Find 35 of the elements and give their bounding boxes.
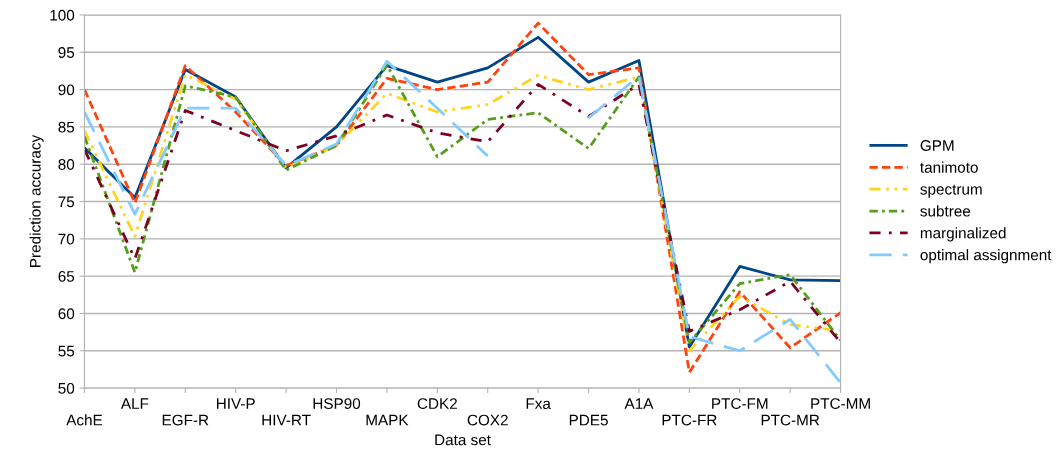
y-tick-label: 100	[50, 9, 75, 21]
x-tick-label: ALF	[120, 398, 149, 409]
x-tick-label: AchE	[66, 414, 103, 426]
x-tick-label: HIV-RT	[262, 414, 311, 426]
x-tick-label: HSP90	[313, 398, 361, 410]
x-tick-label: PTC-MR	[761, 414, 820, 426]
x-tick-label: PDE5	[569, 414, 608, 426]
x-tick-label: PTC-MM	[811, 398, 870, 410]
x-tick-label: HIV-P	[217, 398, 255, 409]
y-tick-label: 90	[58, 84, 75, 96]
legend-label: marginalized	[920, 227, 1006, 242]
y-tick-label: 85	[58, 121, 75, 133]
x-tick-label: MAPK	[366, 414, 409, 426]
y-tick-label: 55	[58, 345, 75, 357]
x-tick-label: PTC-FR	[662, 414, 717, 426]
legend-label: GPM	[920, 140, 954, 151]
x-tick-label: PTC-FM	[712, 398, 768, 410]
y-tick-label: 70	[58, 233, 75, 245]
y-tick-label: 80	[58, 159, 75, 170]
y-tick-label: 75	[58, 196, 75, 208]
x-tick-label: Fxa	[526, 398, 551, 410]
y-tick-label: 95	[58, 47, 75, 58]
legend-label: optimal assignment	[920, 249, 1052, 264]
legend-label: subtree	[920, 205, 971, 217]
y-tick-label: 50	[58, 382, 75, 394]
legend-label: spectrum	[920, 184, 982, 198]
y-tick-label: 60	[58, 308, 75, 320]
y-tick-label: 65	[58, 271, 75, 282]
x-tick-label: CDK2	[417, 398, 457, 410]
x-tick-label: EGF-R	[162, 414, 209, 426]
y-axis-title: Prediction accuracy	[29, 134, 44, 267]
x-tick-label: A1A	[624, 398, 654, 409]
x-axis-title: Data set	[435, 434, 491, 446]
x-tick-label: COX2	[467, 414, 508, 426]
legend-label: tanimoto	[920, 161, 978, 173]
